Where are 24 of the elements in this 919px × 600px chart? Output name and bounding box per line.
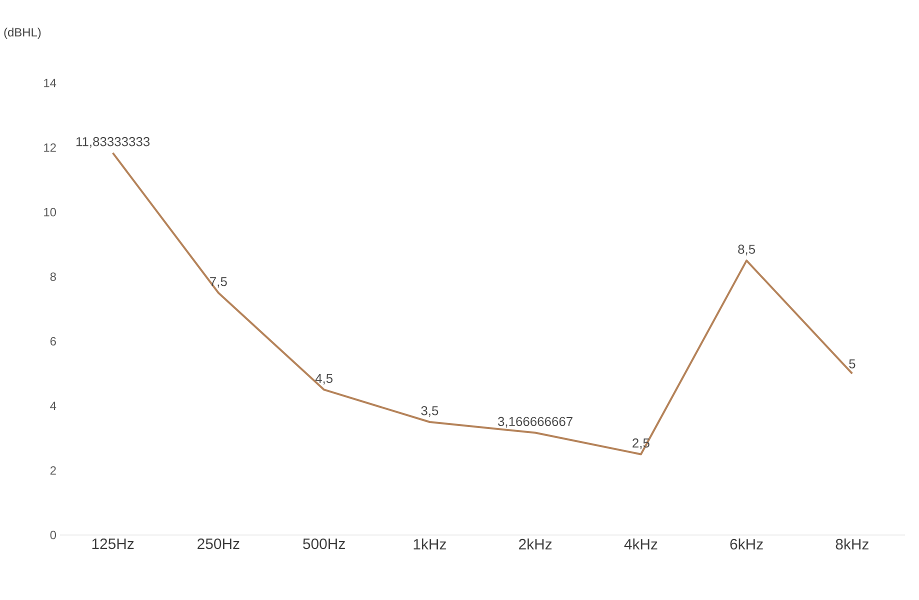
data-label: 8,5 [738,244,756,256]
x-tick-label: 125Hz [92,538,134,550]
y-tick-label: 10 [44,208,56,216]
data-label: 3,5 [421,406,438,417]
x-tick-label: 250Hz [198,538,240,550]
y-tick-label: 0 [50,530,56,540]
y-axis-title: (dBHL) [4,28,41,39]
data-label: 4,5 [315,374,333,385]
data-label: 3,166666667 [498,416,572,428]
data-label: 11,83333333 [76,137,150,148]
x-tick-label: 2kHz [519,538,552,550]
line-series [112,152,854,456]
y-tick-label: 2 [50,466,56,475]
y-tick-label: 4 [50,402,56,410]
x-tick-label: 8kHz [836,538,868,550]
y-tick-label: 8 [50,272,56,281]
y-tick-label: 12 [44,143,56,152]
data-label: 5 [849,359,856,368]
y-tick-label: 6 [50,337,56,346]
x-tick-label: 6kHz [730,538,763,550]
x-tick-label: 4kHz [624,538,658,550]
x-tick-label: 500Hz [303,538,345,550]
x-tick-label: 1kHz [414,538,446,550]
y-tick-label: 14 [44,78,56,88]
